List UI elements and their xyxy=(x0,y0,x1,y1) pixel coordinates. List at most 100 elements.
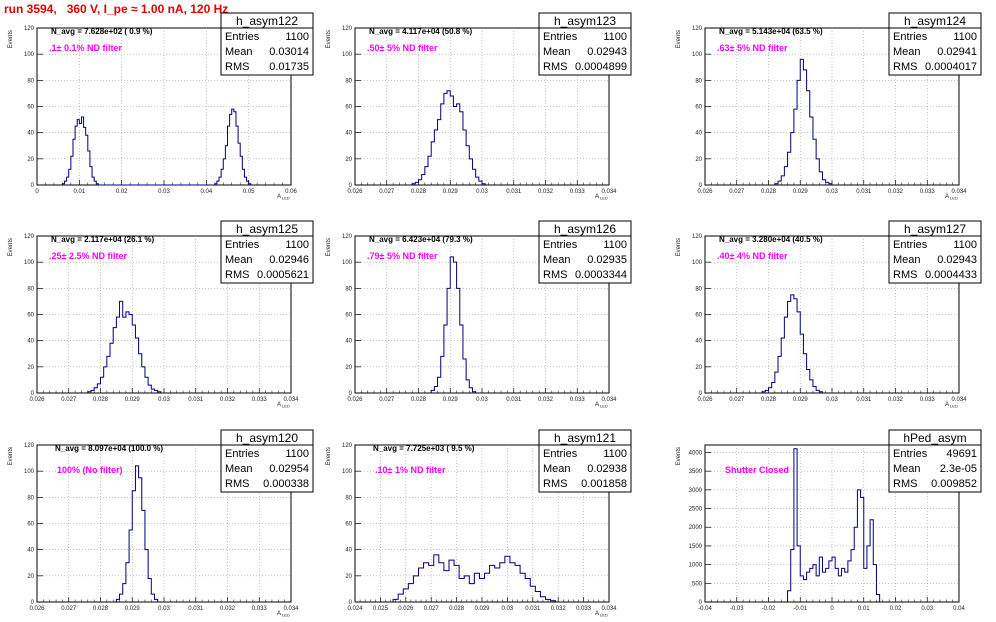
x-axis-title-main: A xyxy=(277,611,281,617)
x-tick-label: 0.029 xyxy=(793,189,809,195)
x-tick-label: 0.06 xyxy=(285,189,297,195)
x-tick-label: 0.04 xyxy=(953,606,965,612)
x-tick-label: 0.027 xyxy=(424,606,440,612)
stats-mean-label: Mean xyxy=(893,463,921,475)
y-tick-label: 80 xyxy=(345,286,352,292)
y-tick-label: 2500 xyxy=(689,507,703,513)
stats-rms-value: 0.0004899 xyxy=(575,61,627,73)
stats-box: h_asym127 Entries 1100 Mean 0.02943 RMS 0.0004… xyxy=(888,220,982,284)
y-tick-label: 80 xyxy=(695,78,702,84)
y-tick-label: 60 xyxy=(345,105,352,111)
x-tick-label: 0.032 xyxy=(888,397,904,403)
stats-mean-value: 0.02943 xyxy=(937,254,977,266)
x-tick-label: -0.02 xyxy=(762,606,776,612)
x-tick-label: 0.032 xyxy=(538,189,554,195)
y-tick-label: 20 xyxy=(345,365,352,371)
y-tick-label: 40 xyxy=(345,131,352,137)
x-tick-label: 0.029 xyxy=(443,397,459,403)
x-tick-label: 0.029 xyxy=(474,606,490,612)
x-tick-label: 0.03 xyxy=(502,606,514,612)
x-tick-label: 0.025 xyxy=(373,606,389,612)
stats-entries-value: 49691 xyxy=(946,448,977,460)
stats-box-frame xyxy=(888,220,982,284)
y-tick-label: 1500 xyxy=(689,544,703,550)
histogram-panel-h_asym123: 0.026 0.027 0.028 0.029 0.03 0.031 0.032 0.033 0… xyxy=(326,12,632,201)
stats-rms-value: 0.000338 xyxy=(263,478,309,490)
stats-box-title: h_asym120 xyxy=(236,431,298,445)
x-tick-label: 0.032 xyxy=(220,397,236,403)
y-tick-label: 20 xyxy=(695,157,702,163)
x-tick-label: 0.031 xyxy=(856,397,872,403)
stats-entries-label: Entries xyxy=(893,239,928,251)
x-tick-label: 0.029 xyxy=(443,189,459,195)
x-tick-label: 0.032 xyxy=(538,397,554,403)
stats-rms-value: 0.0004017 xyxy=(925,61,977,73)
x-axis-title-main: A xyxy=(945,194,949,200)
stats-box: h_asym124 Entries 1100 Mean 0.02941 RMS 0.0004… xyxy=(888,12,982,76)
stats-mean-value: 0.02935 xyxy=(587,254,627,266)
stats-rms-label: RMS xyxy=(893,478,917,490)
stats-mean-label: Mean xyxy=(543,254,571,266)
x-axis-title-main: A xyxy=(595,402,599,408)
histogram-series xyxy=(761,294,823,393)
x-axis-title: ALED xyxy=(277,402,290,409)
y-tick-label: 120 xyxy=(24,26,35,32)
y-tick-label: 80 xyxy=(695,286,702,292)
x-tick-label: 0.029 xyxy=(125,397,141,403)
y-tick-label: 0 xyxy=(31,600,35,606)
stats-mean-label: Mean xyxy=(543,46,571,58)
x-tick-label: 0.026 xyxy=(29,397,45,403)
histogram-panel-h_asym120: 0.026 0.027 0.028 0.029 0.03 0.031 0.032 0.033 0… xyxy=(8,429,314,618)
stats-rms-value: 0.009852 xyxy=(931,478,977,490)
x-tick-label: 0.03 xyxy=(158,397,170,403)
stats-entries-value: 1100 xyxy=(285,239,309,251)
x-tick-label: 0.033 xyxy=(570,189,586,195)
filter-annotation: .25± 2.5% ND filter xyxy=(49,251,127,261)
y-axis-title: Events xyxy=(8,238,14,256)
y-tick-label: 1000 xyxy=(689,563,703,569)
histogram-panel-h_asym122: 0 0.01 0.02 0.03 0.04 0.05 0.06 0 20 40 60 80 100 120… xyxy=(8,12,314,201)
histogram-series xyxy=(87,300,162,393)
stats-mean-label: Mean xyxy=(225,46,253,58)
x-tick-label: 0.02 xyxy=(116,189,128,195)
x-tick-label: 0.033 xyxy=(570,397,586,403)
histogram-panel-h_asym127: 0.026 0.027 0.028 0.029 0.03 0.031 0.032 0.033 0… xyxy=(676,220,982,409)
stats-mean-label: Mean xyxy=(893,46,921,58)
histogram-panel-h_asym124: 0.026 0.027 0.028 0.029 0.03 0.031 0.032 0.033 0… xyxy=(676,12,982,201)
y-tick-label: 60 xyxy=(695,105,702,111)
stats-entries-label: Entries xyxy=(893,448,928,460)
x-axis-title: ALED xyxy=(277,611,290,618)
y-tick-label: 120 xyxy=(692,234,703,240)
y-tick-label: 0 xyxy=(349,391,353,397)
y-tick-label: 0 xyxy=(349,183,353,189)
x-axis-title-sub: LED xyxy=(950,196,958,201)
stats-box-title: h_asym127 xyxy=(904,222,966,236)
y-tick-label: 120 xyxy=(342,26,353,32)
stats-box-frame xyxy=(220,429,314,493)
x-axis-title: ALED xyxy=(595,194,608,201)
filter-annotation: Shutter Closed xyxy=(725,465,789,475)
stats-rms-label: RMS xyxy=(225,269,249,281)
y-tick-label: 0 xyxy=(31,183,35,189)
x-tick-label: 0.028 xyxy=(761,397,777,403)
histogram-panel-hPed_asym: -0.04 -0.03 -0.02 -0.01 0 0.01 0.02 0.03 0.04 0 50… xyxy=(676,429,982,612)
y-tick-label: 20 xyxy=(345,574,352,580)
stats-box-title: h_asym123 xyxy=(554,14,616,28)
navg-label: N_avg = 6.423e+04 (79.3 %) xyxy=(369,235,473,244)
y-tick-label: 80 xyxy=(345,78,352,84)
stats-entries-label: Entries xyxy=(225,239,260,251)
x-tick-label: 0.034 xyxy=(951,397,967,403)
x-tick-label: 0.029 xyxy=(125,606,141,612)
navg-label: N_avg = 7.628e+02 ( 0.9 %) xyxy=(51,27,153,36)
x-tick-label: 0.026 xyxy=(29,606,45,612)
stats-mean-value: 0.02954 xyxy=(269,463,309,475)
stats-rms-label: RMS xyxy=(543,478,567,490)
x-tick-label: 0.03 xyxy=(476,189,488,195)
histogram-series xyxy=(774,58,833,185)
x-axis-title-sub: LED xyxy=(950,404,958,409)
x-tick-label: 0.034 xyxy=(601,397,617,403)
stats-box-frame xyxy=(538,220,632,284)
x-tick-label: 0.026 xyxy=(347,189,363,195)
stats-box-title: h_asym124 xyxy=(904,14,966,28)
stats-mean-label: Mean xyxy=(543,463,571,475)
